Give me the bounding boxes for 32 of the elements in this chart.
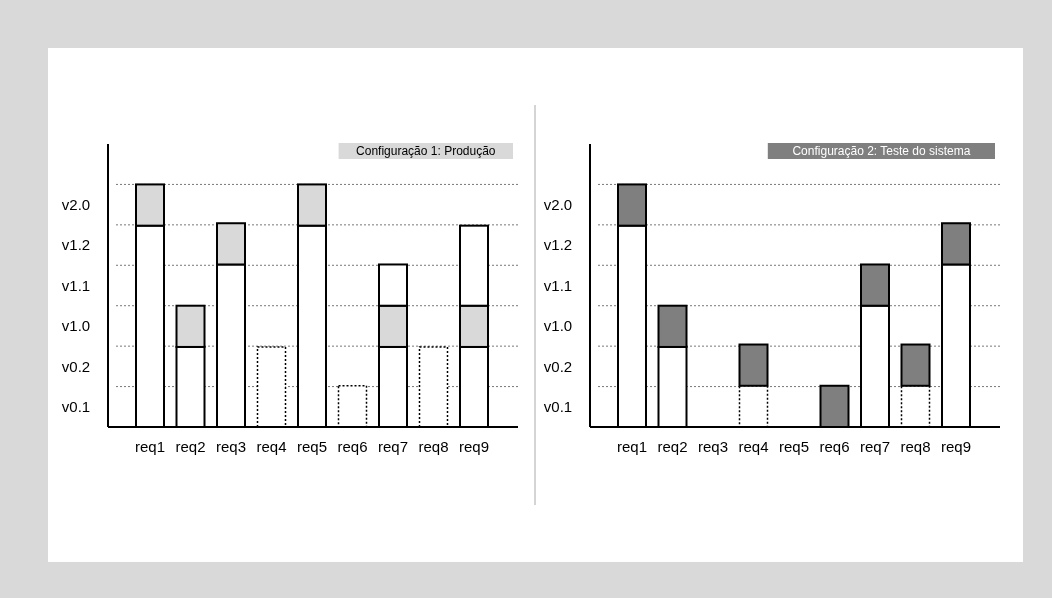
- x-tick-label: req7: [377, 438, 409, 455]
- text: v0.1: [543, 398, 573, 416]
- x-tick-label: req5: [778, 438, 810, 455]
- text: v0.2: [543, 357, 573, 375]
- text: v1.1: [543, 276, 573, 294]
- x-tick-label: req6: [819, 438, 850, 455]
- x-tick-label: req8: [900, 438, 931, 455]
- x-tick-label: req2: [657, 438, 688, 455]
- x-tick-label: req3: [697, 438, 729, 455]
- text: v2.0: [543, 195, 573, 213]
- x-tick-label: req9: [458, 438, 490, 455]
- x-tick-label: req5: [296, 438, 328, 455]
- text: v1.0: [543, 317, 573, 335]
- x-tick-label: req9: [940, 438, 972, 455]
- x-tick-label: req4: [256, 438, 287, 455]
- text: v0.2: [61, 357, 91, 375]
- x-tick-label: req4: [738, 438, 769, 455]
- text: v1.0: [61, 317, 91, 335]
- text: v1.1: [61, 276, 91, 294]
- x-tick-label: req3: [215, 438, 247, 455]
- text: v2.0: [61, 195, 91, 213]
- x-tick-label: req7: [859, 438, 891, 455]
- text: v1.2: [61, 236, 91, 254]
- text: v1.2: [543, 236, 573, 254]
- chart-title: Configuração 2: Teste do sistema: [792, 144, 971, 159]
- text: v0.1: [61, 398, 91, 416]
- chart-title: Configuração 1: Produção: [356, 144, 496, 159]
- x-tick-label: req2: [175, 438, 206, 455]
- x-tick-label: req1: [616, 438, 648, 455]
- x-tick-label: req8: [418, 438, 449, 455]
- x-tick-label: req1: [134, 438, 166, 455]
- x-tick-label: req6: [337, 438, 368, 455]
